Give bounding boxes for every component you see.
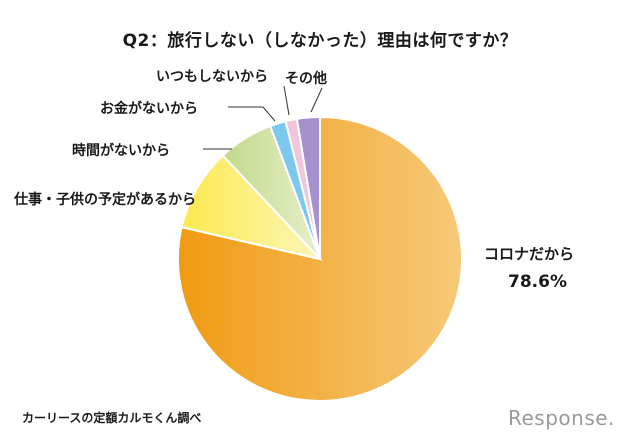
leader-lines bbox=[203, 85, 323, 150]
leader-line-money bbox=[228, 106, 276, 122]
label-money: お金がないから bbox=[100, 101, 198, 117]
label-other: その他 bbox=[285, 71, 327, 87]
slice-work bbox=[180, 154, 323, 261]
leader-line-other bbox=[310, 87, 323, 113]
slice-corona bbox=[177, 115, 463, 402]
slice-other bbox=[295, 115, 321, 260]
chart-title: Q2：旅行しない（しなかった）理由は何ですか？ bbox=[122, 31, 518, 51]
label-corona-pct: 78.6% bbox=[508, 272, 567, 292]
label-corona: コロナだから bbox=[484, 245, 575, 263]
leader-line-never bbox=[283, 85, 290, 116]
label-time: 時間がないから bbox=[72, 143, 170, 159]
source-note: カーリースの定額カルモくん調べ bbox=[22, 411, 202, 425]
response-logo: Response. bbox=[508, 406, 615, 430]
label-work: 仕事・子供の予定があるから bbox=[14, 192, 196, 208]
label-never: いつもしないから bbox=[156, 69, 268, 85]
